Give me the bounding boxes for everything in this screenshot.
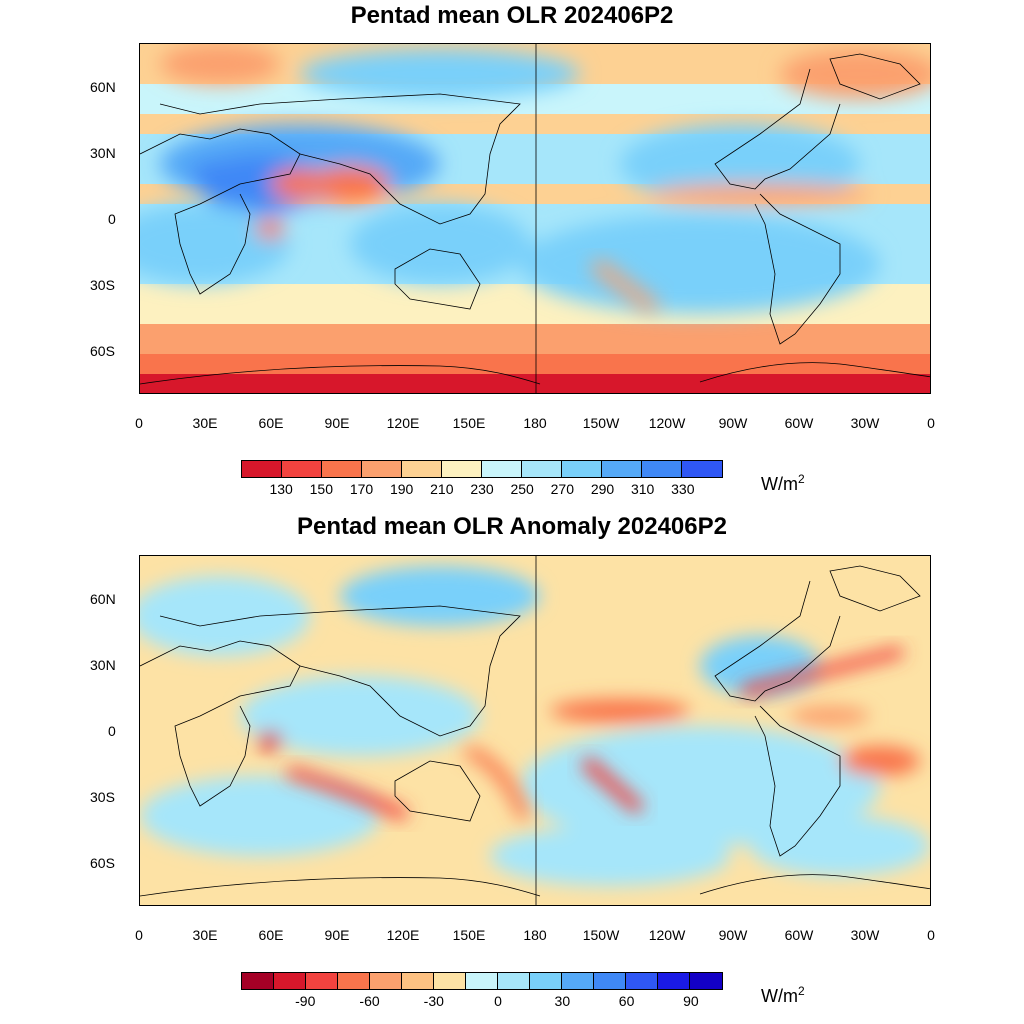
lon-label: 60E bbox=[258, 415, 284, 431]
colorbar-label: 210 bbox=[430, 481, 454, 497]
colorbar-label: 90 bbox=[683, 993, 699, 1009]
colorbar-box bbox=[434, 973, 466, 989]
colorbar-box bbox=[402, 973, 434, 989]
lon-label: 90E bbox=[324, 927, 350, 943]
lon-label: 120E bbox=[386, 415, 420, 431]
colorbar-box bbox=[370, 973, 402, 989]
colorbar-label: 230 bbox=[470, 481, 494, 497]
colorbar-label: -60 bbox=[359, 993, 380, 1009]
colorbar-box bbox=[642, 461, 682, 477]
lon-label: 150E bbox=[452, 927, 486, 943]
olr-anomaly-colorbar bbox=[241, 972, 723, 990]
colorbar-box bbox=[338, 973, 370, 989]
lat-label: 0 bbox=[108, 211, 116, 227]
lon-label: 60E bbox=[258, 927, 284, 943]
colorbar-box bbox=[482, 461, 522, 477]
olr-colorbar bbox=[241, 460, 723, 478]
lon-label: 60W bbox=[784, 415, 814, 431]
units-label: W/m2 bbox=[761, 472, 805, 494]
colorbar-box bbox=[626, 973, 658, 989]
lon-label: 30W bbox=[850, 927, 880, 943]
lon-label: 150W bbox=[582, 927, 620, 943]
colorbar-box bbox=[306, 973, 338, 989]
lon-label: 90W bbox=[718, 927, 748, 943]
colorbar-box bbox=[242, 973, 274, 989]
lat-label: 30S bbox=[90, 277, 115, 293]
colorbar-label: -30 bbox=[423, 993, 444, 1009]
lon-label: 90E bbox=[324, 415, 350, 431]
lon-label: 30W bbox=[850, 415, 880, 431]
colorbar-label: 0 bbox=[494, 993, 502, 1009]
colorbar-box bbox=[442, 461, 482, 477]
colorbar-label: 310 bbox=[630, 481, 655, 497]
colorbar-label: -90 bbox=[295, 993, 316, 1009]
lat-label: 30N bbox=[90, 657, 116, 673]
lat-label: 30S bbox=[90, 789, 115, 805]
colorbar-label: 60 bbox=[618, 993, 635, 1009]
colorbar-box bbox=[690, 973, 722, 989]
colorbar-box bbox=[362, 461, 402, 477]
lon-label: 180 bbox=[523, 927, 547, 943]
olr-map bbox=[139, 43, 931, 394]
lon-label: 0 bbox=[135, 927, 143, 943]
lat-label: 60N bbox=[90, 591, 116, 607]
colorbar-box bbox=[562, 461, 602, 477]
lon-label: 60W bbox=[784, 927, 814, 943]
lat-label: 60S bbox=[90, 855, 115, 871]
lat-label: 0 bbox=[108, 723, 116, 739]
lon-label: 150W bbox=[582, 415, 620, 431]
colorbar-box bbox=[658, 973, 690, 989]
lat-label: 60N bbox=[90, 79, 116, 95]
colorbar-label: 270 bbox=[550, 481, 575, 497]
colorbar-box bbox=[274, 973, 306, 989]
lat-label: 30N bbox=[90, 145, 116, 161]
lon-label: 0 bbox=[927, 927, 935, 943]
colorbar-label: 330 bbox=[671, 481, 695, 497]
colorbar-label: 290 bbox=[590, 481, 615, 497]
colorbar-box bbox=[402, 461, 442, 477]
colorbar-box bbox=[282, 461, 322, 477]
colorbar-box bbox=[682, 461, 722, 477]
colorbar-label: 130 bbox=[269, 481, 293, 497]
colorbar-label: 150 bbox=[309, 481, 334, 497]
colorbar-box bbox=[466, 973, 498, 989]
colorbar-label: 190 bbox=[389, 481, 414, 497]
colorbar-box bbox=[498, 973, 530, 989]
lon-label: 120E bbox=[386, 927, 420, 943]
colorbar-box bbox=[594, 973, 626, 989]
colorbar-box bbox=[242, 461, 282, 477]
lon-label: 180 bbox=[523, 415, 547, 431]
colorbar-box bbox=[530, 973, 562, 989]
lat-label: 60S bbox=[90, 343, 115, 359]
colorbar-label: 170 bbox=[349, 481, 374, 497]
colorbar-box bbox=[562, 973, 594, 989]
panel-title-olr: Pentad mean OLR 202406P2 bbox=[350, 2, 674, 29]
lon-label: 0 bbox=[135, 415, 143, 431]
lon-label: 120W bbox=[648, 927, 686, 943]
olr-anomaly-map bbox=[139, 555, 931, 906]
panel-title-olr-anomaly: Pentad mean OLR Anomaly 202406P2 bbox=[297, 513, 727, 540]
lon-label: 150E bbox=[452, 415, 486, 431]
lon-label: 120W bbox=[648, 415, 686, 431]
lon-label: 30E bbox=[192, 927, 218, 943]
colorbar-box bbox=[602, 461, 642, 477]
colorbar-label: 30 bbox=[554, 993, 571, 1009]
lon-label: 90W bbox=[718, 415, 748, 431]
colorbar-label: 250 bbox=[510, 481, 534, 497]
lon-label: 30E bbox=[192, 415, 218, 431]
colorbar-box bbox=[322, 461, 362, 477]
lon-label: 0 bbox=[927, 415, 935, 431]
units-label: W/m2 bbox=[761, 984, 805, 1006]
colorbar-box bbox=[522, 461, 562, 477]
